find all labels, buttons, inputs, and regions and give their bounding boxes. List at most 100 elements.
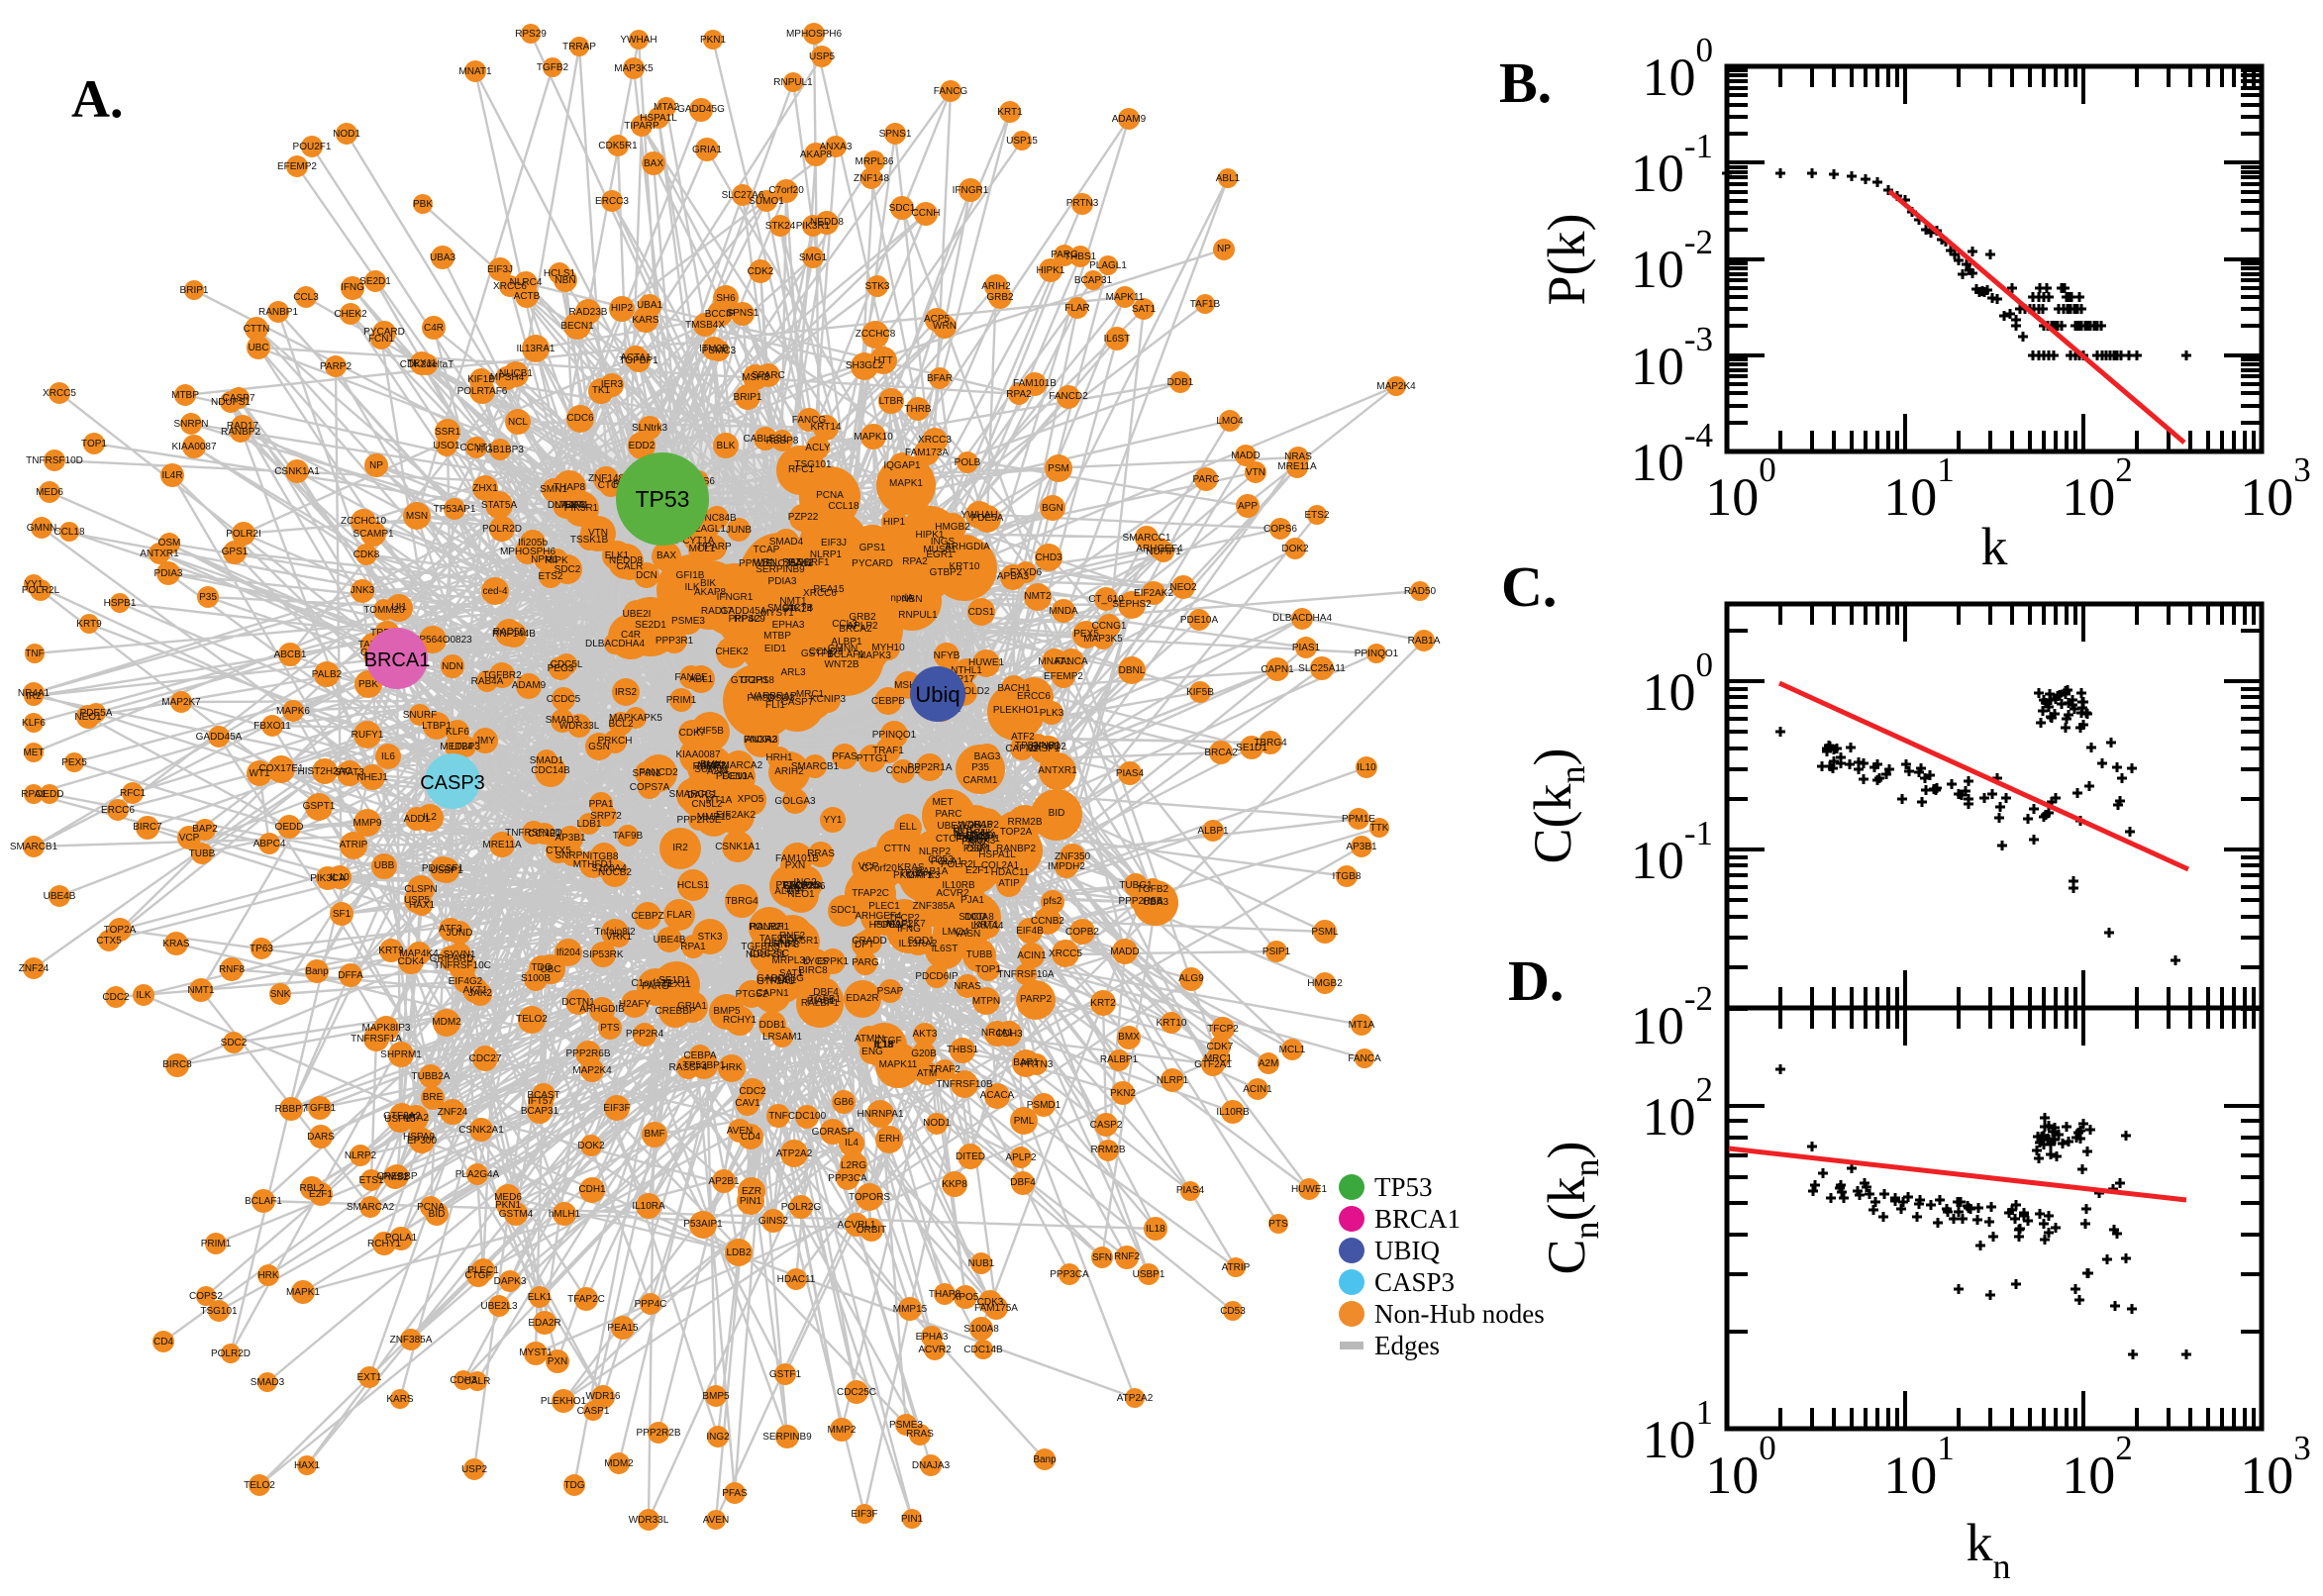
svg-text:YY1: YY1 xyxy=(824,815,843,826)
svg-text:DCTN1: DCTN1 xyxy=(561,997,595,1008)
svg-text:PBK: PBK xyxy=(413,199,433,210)
svg-text:NOD1: NOD1 xyxy=(923,1118,951,1129)
svg-text:ADD1: ADD1 xyxy=(404,814,431,825)
svg-text:MNAT1: MNAT1 xyxy=(1038,656,1071,667)
svg-text:NRAS: NRAS xyxy=(954,981,981,992)
svg-text:HSPA1L: HSPA1L xyxy=(640,113,677,124)
svg-text:SF1: SF1 xyxy=(333,909,352,920)
svg-text:STK3: STK3 xyxy=(697,932,722,943)
svg-text:CTCF: CTCF xyxy=(598,480,625,491)
svg-text:DNAJA3: DNAJA3 xyxy=(912,1460,951,1471)
svg-text:IL10: IL10 xyxy=(1357,762,1376,773)
svg-text:GTBP2: GTBP2 xyxy=(930,567,962,578)
svg-text:LYCS: LYCS xyxy=(803,956,829,967)
svg-text:CTGF: CTGF xyxy=(464,1270,491,1281)
svg-text:k: k xyxy=(1981,517,2008,576)
svg-text:TOPORS: TOPORS xyxy=(849,1192,890,1203)
svg-text:Edges: Edges xyxy=(1374,1331,1440,1360)
svg-text:RASGRF1: RASGRF1 xyxy=(782,557,830,568)
svg-text:CDK5R1: CDK5R1 xyxy=(779,936,819,947)
svg-text:GRB2: GRB2 xyxy=(986,292,1014,303)
svg-text:TFAP2C: TFAP2C xyxy=(567,1294,605,1305)
svg-text:UBA3: UBA3 xyxy=(1143,897,1169,908)
svg-text:DDB1: DDB1 xyxy=(759,1020,786,1031)
svg-text:KRAS: KRAS xyxy=(897,862,925,873)
svg-text:CCL18: CCL18 xyxy=(828,501,859,512)
svg-text:GTF2A1: GTF2A1 xyxy=(757,976,794,987)
svg-text:MRPL36: MRPL36 xyxy=(856,156,894,167)
svg-text:COPS7A: COPS7A xyxy=(630,782,670,793)
svg-text:BAP1: BAP1 xyxy=(1013,1057,1039,1068)
svg-text:RPS29: RPS29 xyxy=(734,614,765,625)
svg-text:C(kn): C(kn) xyxy=(1523,748,1592,864)
svg-text:IL4R: IL4R xyxy=(956,832,976,843)
svg-text:EIF3F: EIF3F xyxy=(603,1103,630,1114)
svg-text:FANCA: FANCA xyxy=(1348,1053,1381,1064)
svg-text:ZNF148: ZNF148 xyxy=(854,173,890,184)
svg-text:PPM1E: PPM1E xyxy=(1342,814,1375,825)
svg-text:THBS1: THBS1 xyxy=(1064,251,1097,262)
svg-text:PPP2R5B: PPP2R5B xyxy=(1118,896,1162,907)
svg-text:CCL3: CCL3 xyxy=(832,619,858,630)
svg-text:KRT10: KRT10 xyxy=(1157,1018,1187,1029)
svg-text:CTX5: CTX5 xyxy=(546,846,571,856)
svg-text:IFNGR1: IFNGR1 xyxy=(953,185,989,196)
svg-text:UBE4B: UBE4B xyxy=(654,935,686,946)
svg-text:EID1: EID1 xyxy=(764,644,787,654)
svg-text:HRH1: HRH1 xyxy=(765,752,793,763)
svg-text:SMARCC1: SMARCC1 xyxy=(1123,533,1171,544)
svg-text:CTX5: CTX5 xyxy=(96,936,122,947)
svg-text:CDK2deltaT: CDK2deltaT xyxy=(400,359,454,370)
svg-text:CEBPB: CEBPB xyxy=(871,696,905,707)
svg-text:MMP2: MMP2 xyxy=(698,760,727,771)
svg-text:EDD2: EDD2 xyxy=(629,441,656,451)
svg-text:OSM: OSM xyxy=(966,844,989,854)
svg-text:SMARCB1: SMARCB1 xyxy=(10,842,58,852)
svg-text:GADD45G: GADD45G xyxy=(757,973,804,984)
svg-text:TP53: TP53 xyxy=(1374,1172,1433,1202)
svg-text:TELO2: TELO2 xyxy=(516,1014,548,1025)
svg-text:CAV1: CAV1 xyxy=(735,1098,760,1109)
svg-text:ETS1: ETS1 xyxy=(358,1175,383,1186)
svg-text:HSPB1: HSPB1 xyxy=(764,939,797,949)
svg-text:PLAGL1: PLAGL1 xyxy=(688,524,726,535)
svg-text:VASN: VASN xyxy=(955,929,981,940)
svg-text:XPO5: XPO5 xyxy=(738,794,764,805)
svg-text:RASSF4: RASSF4 xyxy=(669,1062,708,1073)
svg-text:RPA2: RPA2 xyxy=(902,556,928,567)
svg-text:PIAS1: PIAS1 xyxy=(807,996,836,1007)
svg-text:POLA1: POLA1 xyxy=(385,1233,418,1244)
svg-text:HAX1: HAX1 xyxy=(409,900,436,911)
svg-text:HNRNPA1: HNRNPA1 xyxy=(857,1109,903,1120)
svg-text:SMAD3: SMAD3 xyxy=(546,715,580,726)
svg-text:HIPK1: HIPK1 xyxy=(1037,265,1065,276)
svg-text:SPARC: SPARC xyxy=(752,370,785,381)
svg-text:ETS2: ETS2 xyxy=(538,571,562,582)
svg-text:ATP2A2: ATP2A2 xyxy=(1117,1393,1154,1404)
svg-text:BRCA1: BRCA1 xyxy=(1374,1204,1461,1234)
svg-text:KRAS: KRAS xyxy=(162,939,190,949)
svg-text:EPHA3: EPHA3 xyxy=(916,1332,949,1343)
svg-text:SH3GL2: SH3GL2 xyxy=(846,360,884,371)
svg-text:SNK: SNK xyxy=(270,989,291,1000)
svg-text:ERH: ERH xyxy=(878,1134,899,1145)
svg-text:MTA2: MTA2 xyxy=(654,102,679,113)
svg-text:GTF2H1: GTF2H1 xyxy=(731,675,769,686)
svg-text:PDIA3: PDIA3 xyxy=(154,568,183,579)
svg-text:IL6ST: IL6ST xyxy=(932,944,959,954)
svg-text:IFNG: IFNG xyxy=(897,924,921,935)
svg-text:DAPK3: DAPK3 xyxy=(908,870,941,881)
svg-text:KARS: KARS xyxy=(386,1394,414,1405)
svg-text:AP3B1: AP3B1 xyxy=(1346,842,1377,852)
svg-text:IL10RA: IL10RA xyxy=(632,1201,665,1212)
svg-text:CD4: CD4 xyxy=(741,1132,760,1143)
svg-text:MDM2: MDM2 xyxy=(604,1458,634,1469)
svg-text:PLEC1: PLEC1 xyxy=(467,1265,499,1276)
svg-text:INGS: INGS xyxy=(931,537,956,548)
svg-text:RPA1: RPA1 xyxy=(680,942,706,952)
svg-text:MAP2K7: MAP2K7 xyxy=(161,697,201,708)
svg-text:CDC100: CDC100 xyxy=(788,1111,827,1122)
svg-text:SCAMP1: SCAMP1 xyxy=(353,529,394,540)
svg-text:pfs2: pfs2 xyxy=(1044,896,1062,907)
svg-text:DARS: DARS xyxy=(687,790,715,801)
